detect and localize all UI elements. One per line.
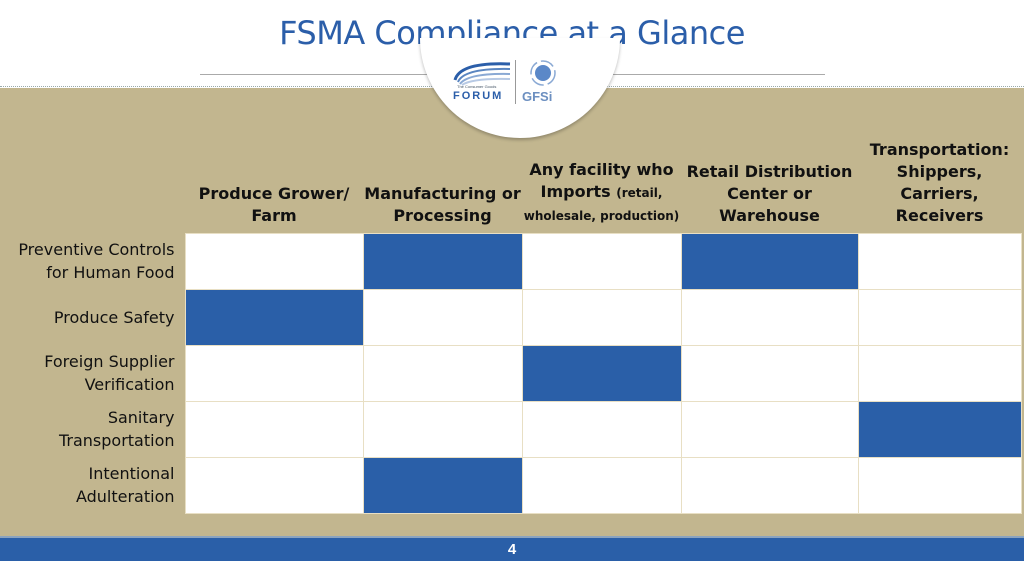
column-header-sublabel: (retail, wholesale, production) xyxy=(523,185,680,223)
cell-applies xyxy=(362,456,523,514)
table-row: Sanitary Transportation xyxy=(0,400,1022,458)
row-header: Intentional Adulteration xyxy=(0,457,185,513)
cell-empty xyxy=(680,344,859,402)
row-header: Sanitary Transportation xyxy=(0,401,185,457)
cell-empty xyxy=(857,344,1022,402)
cell-applies xyxy=(857,400,1022,458)
cell-empty xyxy=(680,288,859,346)
cell-empty xyxy=(521,288,682,346)
column-header-label: Produce Grower/ Farm xyxy=(198,183,350,225)
cell-applies xyxy=(680,232,859,290)
cell-empty xyxy=(184,456,364,514)
cell-applies xyxy=(521,344,682,402)
column-header: Transportation: Shippers, Carriers, Rece… xyxy=(858,88,1021,233)
compliance-matrix: Produce Grower/ Farm Manufacturing or Pro… xyxy=(0,88,1022,514)
divider xyxy=(200,74,450,75)
table-row: Intentional Adulteration xyxy=(0,456,1022,514)
row-header: Foreign Supplier Verification xyxy=(0,345,185,401)
row-header: Produce Safety xyxy=(0,289,185,345)
cell-empty xyxy=(362,400,523,458)
divider xyxy=(590,74,825,75)
table-row: Produce Safety xyxy=(0,288,1022,346)
cell-empty xyxy=(680,400,859,458)
cell-empty xyxy=(521,232,682,290)
cell-empty xyxy=(184,232,364,290)
forum-label: FORUM xyxy=(453,90,504,102)
consumer-goods-forum-logo-icon xyxy=(453,62,511,86)
cell-empty xyxy=(857,232,1022,290)
table-row: Foreign Supplier Verification xyxy=(0,344,1022,402)
column-header: Any facility who Imports (retail, wholes… xyxy=(522,88,681,233)
column-header-label: Any facility who Imports xyxy=(529,159,674,201)
cell-empty xyxy=(362,344,523,402)
cell-empty xyxy=(362,288,523,346)
cell-applies xyxy=(362,232,523,290)
column-header-label: Retail Distribution Center or Warehouse xyxy=(686,161,853,225)
cell-empty xyxy=(521,456,682,514)
column-header: Produce Grower/ Farm xyxy=(185,88,363,233)
column-header-label: Transportation: Shippers, Carriers, Rece… xyxy=(869,139,1010,225)
column-header: Retail Distribution Center or Warehouse xyxy=(681,88,858,233)
cell-empty xyxy=(184,344,364,402)
cell-empty xyxy=(680,456,859,514)
page-number: 4 xyxy=(507,541,517,558)
logo: The Consumer Goods FORUM GFSi xyxy=(445,58,595,108)
column-header: Manufacturing or Processing xyxy=(363,88,522,233)
cell-empty xyxy=(184,400,364,458)
gfsi-globe-icon xyxy=(530,60,556,86)
cell-applies xyxy=(184,288,364,346)
cell-empty xyxy=(857,288,1022,346)
gfsi-label: GFSi xyxy=(522,89,553,104)
page-footer: 4 xyxy=(0,536,1024,561)
row-header: Preventive Controls for Human Food xyxy=(0,233,185,289)
cell-empty xyxy=(521,400,682,458)
corner-header xyxy=(0,88,185,233)
cell-empty xyxy=(857,456,1022,514)
table-row: Preventive Controls for Human Food xyxy=(0,232,1022,290)
column-header-label: Manufacturing or Processing xyxy=(364,183,521,225)
